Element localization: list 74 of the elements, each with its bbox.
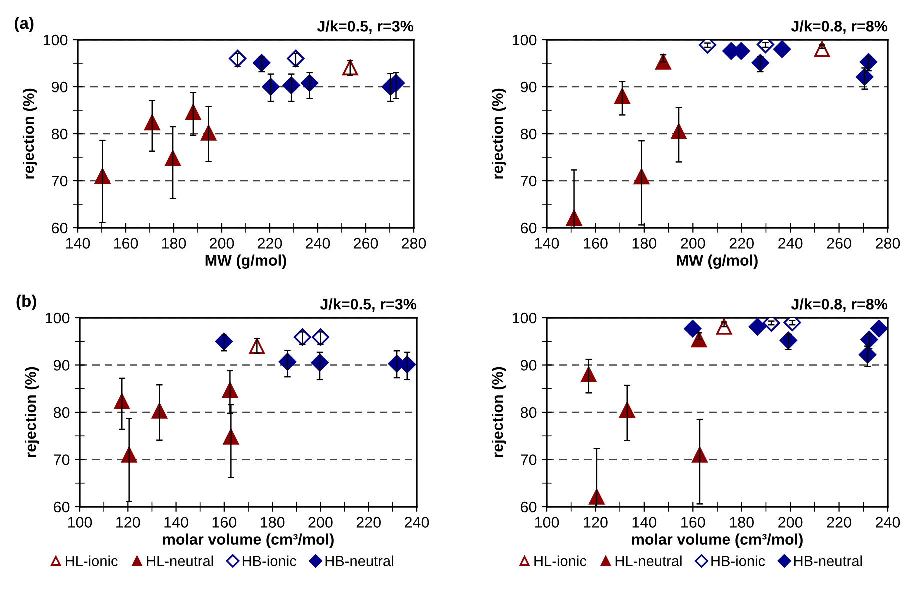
- chart-title: J/k=0.5, r=3%: [320, 298, 417, 312]
- x-tick-label: 160: [114, 238, 138, 249]
- x-tick-label: 280: [876, 238, 900, 249]
- y-tick-label: 90: [521, 82, 537, 93]
- legend-label: HL-neutral: [147, 556, 214, 566]
- x-tick-label: 220: [827, 517, 852, 528]
- y-tick-label: 80: [52, 128, 68, 140]
- x-tick-label: 160: [682, 517, 706, 528]
- y-tick-label: 60: [521, 222, 537, 234]
- x-axis-title: molar volume (cm³/mol): [632, 534, 803, 548]
- y-tick-label: 60: [521, 502, 537, 513]
- x-tick-label: 200: [210, 238, 234, 249]
- y-axis-title: rejection (%): [492, 88, 506, 179]
- legend-label: HL-ionic: [66, 556, 118, 566]
- x-axis-title: molar volume (cm³/mol): [163, 534, 334, 548]
- x-tick-label: 240: [778, 238, 803, 249]
- x-tick-label: 280: [402, 238, 426, 249]
- legend-label: HB-ionic: [712, 556, 766, 566]
- y-tick-label: 70: [521, 176, 537, 187]
- y-tick-label: 70: [521, 454, 537, 466]
- y-tick-label: 100: [512, 312, 537, 324]
- x-tick-label: 180: [632, 238, 657, 249]
- x-tick-label: 200: [681, 238, 706, 249]
- x-tick-label: 100: [68, 517, 92, 528]
- x-tick-label: 220: [258, 238, 282, 249]
- y-axis-title: rejection (%): [22, 88, 38, 179]
- y-tick-label: 90: [52, 82, 68, 93]
- y-tick-label: 80: [520, 128, 537, 140]
- x-tick-label: 140: [632, 517, 657, 528]
- text: (b): [16, 294, 36, 310]
- x-tick-label: 140: [164, 517, 188, 528]
- y-tick-label: 100: [46, 312, 70, 324]
- x-tick-label: 120: [116, 517, 140, 528]
- x-tick-label: 100: [535, 517, 560, 528]
- x-tick-label: 180: [260, 517, 285, 528]
- x-tick-label: 140: [535, 238, 560, 249]
- x-tick-label: 260: [354, 238, 378, 249]
- y-axis-title: rejection (%): [492, 367, 506, 458]
- legend-label: HL-neutral: [616, 556, 682, 566]
- x-tick-label: 160: [212, 517, 237, 528]
- x-tick-label: 220: [730, 238, 754, 249]
- y-tick-label: 80: [520, 407, 537, 418]
- x-tick-label: 160: [584, 238, 608, 249]
- chart-title: J/k=0.8, r=8%: [791, 20, 888, 34]
- x-tick-label: 120: [584, 517, 608, 528]
- text: (a): [14, 16, 34, 32]
- x-tick-label: 220: [356, 517, 382, 528]
- y-axis-title: rejection (%): [24, 367, 40, 458]
- y-tick-label: 100: [44, 34, 68, 46]
- y-tick-label: 70: [52, 176, 68, 187]
- y-tick-label: 80: [54, 407, 70, 418]
- chart-title: J/k=0.5, r=3%: [317, 20, 414, 34]
- y-tick-label: 60: [52, 222, 68, 234]
- y-tick-label: 70: [54, 454, 70, 466]
- x-tick-label: 260: [827, 238, 852, 249]
- y-tick-label: 90: [54, 360, 70, 371]
- legend-label: HB-neutral: [326, 556, 394, 566]
- chart-title: J/k=0.8, r=8%: [791, 298, 888, 312]
- x-tick-label: 240: [876, 517, 900, 528]
- y-tick-label: 90: [521, 360, 537, 371]
- x-tick-label: 240: [405, 517, 430, 528]
- x-tick-label: 200: [778, 517, 803, 528]
- y-tick-label: 100: [512, 34, 537, 46]
- x-tick-label: 180: [730, 517, 754, 528]
- y-tick-label: 60: [54, 502, 70, 513]
- x-tick-label: 200: [308, 517, 333, 528]
- x-tick-label: 240: [306, 238, 330, 249]
- legend-label: HL-ionic: [534, 556, 587, 566]
- legend-label: HB-ionic: [242, 556, 297, 566]
- x-tick-label: 180: [162, 238, 186, 249]
- x-axis-title: MW (g/mol): [206, 254, 286, 270]
- x-axis-title: MW (g/mol): [677, 254, 758, 270]
- legend-label: HB-neutral: [794, 556, 862, 566]
- x-tick-label: 140: [66, 238, 90, 249]
